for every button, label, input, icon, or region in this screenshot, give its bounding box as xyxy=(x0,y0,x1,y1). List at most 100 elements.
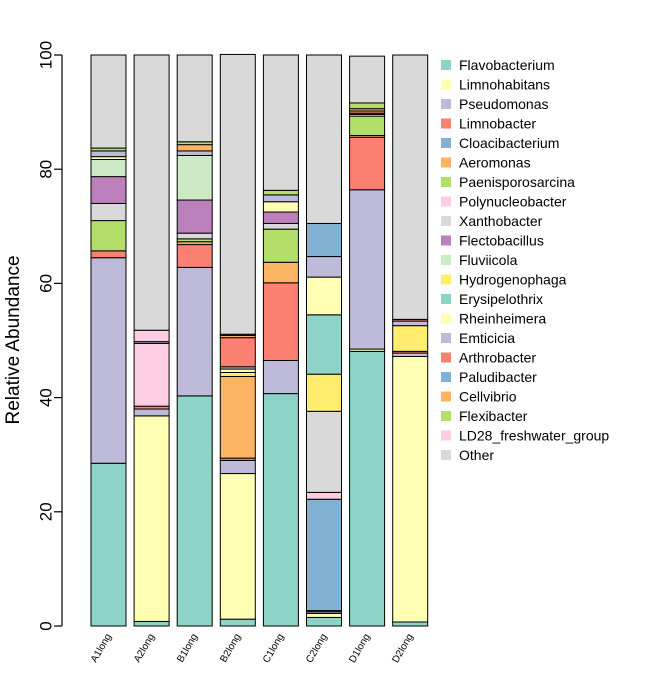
x-tick-label: D2long xyxy=(390,632,415,665)
legend-label: Hydrogenophaga xyxy=(459,272,567,288)
bar-segment-flavobacterium xyxy=(90,462,127,627)
bar-segment-flavobacterium xyxy=(392,621,429,627)
bar-segment-flectobacillus xyxy=(262,211,299,224)
bar-segment-pseudomonas xyxy=(349,189,386,350)
legend-item: LD28_freshwater_group xyxy=(441,428,609,444)
bar-B2long xyxy=(219,53,256,627)
bar-segment-pseudomonas xyxy=(262,359,299,395)
bar-segment-erysipelothrix xyxy=(306,314,342,375)
legend-label: Flectobacillus xyxy=(459,233,544,249)
bar-segment-flavobacterium xyxy=(219,618,256,627)
legend-item: Flavobacterium xyxy=(441,57,555,73)
legend-label: Flavobacterium xyxy=(459,57,555,73)
y-axis: 0 20 40 60 80 100 xyxy=(37,41,63,631)
bar-segment-pseudomonas xyxy=(133,408,170,417)
legend-item: Flectobacillus xyxy=(441,233,544,249)
bar-segment-flavobacterium xyxy=(262,393,299,627)
legend-swatch xyxy=(441,60,451,70)
bar-A2long xyxy=(133,54,170,627)
legend-swatch xyxy=(441,235,451,246)
legend-item: Polynucleobacter xyxy=(441,194,567,210)
x-axis-labels: A1long A2long B1long B2long C1long C2long D1lo… xyxy=(89,632,416,665)
x-tick-label: C1long xyxy=(261,632,286,665)
x-tick-label: A2long xyxy=(132,632,157,664)
bar-segment-polynucleobacter xyxy=(306,491,342,500)
y-tick-label: 0 xyxy=(37,621,56,630)
bar-segment-polynucleobacter xyxy=(133,342,170,407)
y-tick-label: 20 xyxy=(37,502,56,521)
y-tick-label: 80 xyxy=(37,160,56,179)
legend-label: Rheinheimera xyxy=(459,311,546,327)
legend-swatch xyxy=(441,294,451,304)
legend-swatch xyxy=(441,274,451,285)
bar-segment-flavobacterium xyxy=(306,616,342,627)
bar-segment-ld28-freshwater-group xyxy=(133,329,170,343)
y-tick-label: 40 xyxy=(37,388,56,407)
bar-segment-other xyxy=(133,54,170,331)
legend-label: Arthrobacter xyxy=(459,350,536,366)
bar-D1long xyxy=(349,55,386,627)
legend-swatch xyxy=(441,99,451,109)
bar-segment-xanthobacter xyxy=(90,202,127,222)
bar-segment-xanthobacter xyxy=(306,410,342,493)
bar-segment-other xyxy=(262,54,299,191)
bar-segment-flavobacterium xyxy=(176,395,213,627)
legend-swatch xyxy=(441,430,451,441)
bar-segment-arthrobacter xyxy=(219,337,256,368)
legend-swatch xyxy=(441,138,451,148)
legend: Flavobacterium Limnohabitans Pseudomonas Li… xyxy=(441,57,609,463)
legend-label: Paenisporosarcina xyxy=(459,174,575,190)
legend-item: Emticicia xyxy=(441,330,515,346)
bar-segment-flectobacillus xyxy=(176,199,213,234)
bar-C2long xyxy=(306,54,342,627)
bar-segment-pseudomonas xyxy=(90,257,127,464)
bar-D2long xyxy=(392,54,429,627)
legend-swatch xyxy=(441,411,451,421)
legend-item: Limnohabitans xyxy=(441,77,550,93)
legend-swatch xyxy=(441,352,451,363)
bar-segment-other xyxy=(306,54,342,224)
bar-segment-flexibacter xyxy=(349,102,386,110)
legend-item: Fluviicola xyxy=(441,252,518,268)
legend-swatch xyxy=(441,177,451,187)
bar-segment-paenisporosarcina xyxy=(262,228,299,263)
legend-swatch xyxy=(441,372,451,382)
bar-segment-limnobacter xyxy=(262,282,299,361)
legend-label: Cellvibrio xyxy=(459,389,517,405)
bar-segment-cellvibrio xyxy=(176,144,213,152)
bar-segment-limnohabitans xyxy=(219,473,256,620)
legend-swatch xyxy=(441,391,451,402)
bars-area xyxy=(90,53,429,627)
bar-segment-emticicia xyxy=(306,256,342,278)
bar-segment-limnohabitans xyxy=(392,355,429,623)
bar-segment-pseudomonas xyxy=(219,459,256,475)
legend-label: Erysipelothrix xyxy=(459,291,543,307)
bar-segment-hydrogenophaga xyxy=(392,325,429,352)
legend-item: Hydrogenophaga xyxy=(441,272,567,288)
bar-segment-rheinheimera xyxy=(262,201,299,213)
x-tick-label: A1long xyxy=(89,632,114,664)
legend-item: Pseudomonas xyxy=(441,96,549,112)
legend-item: Limnobacter xyxy=(441,116,536,132)
y-axis-title: Relative Abundance xyxy=(3,255,24,424)
bar-segment-flavobacterium xyxy=(349,350,386,627)
legend-label: Paludibacter xyxy=(459,369,537,385)
bar-C1long xyxy=(262,54,299,627)
bar-segment-other xyxy=(90,54,127,149)
bar-segment-other xyxy=(392,54,429,320)
legend-item: Arthrobacter xyxy=(441,350,536,366)
bar-B1long xyxy=(176,54,213,627)
legend-label: Limnohabitans xyxy=(459,77,550,93)
legend-item: Flexibacter xyxy=(441,408,528,424)
legend-swatch xyxy=(441,79,451,90)
legend-swatch xyxy=(441,196,451,207)
bar-segment-aeromonas xyxy=(262,261,299,284)
bar-A1long xyxy=(90,54,127,627)
bar-segment-other xyxy=(219,53,256,335)
bar-segment-limnobacter xyxy=(90,250,127,259)
bar-segment-other xyxy=(349,55,386,104)
bar-segment-xanthobacter xyxy=(176,232,213,240)
bar-segment-limnohabitans xyxy=(133,415,170,622)
x-tick-label: B2long xyxy=(218,632,243,664)
